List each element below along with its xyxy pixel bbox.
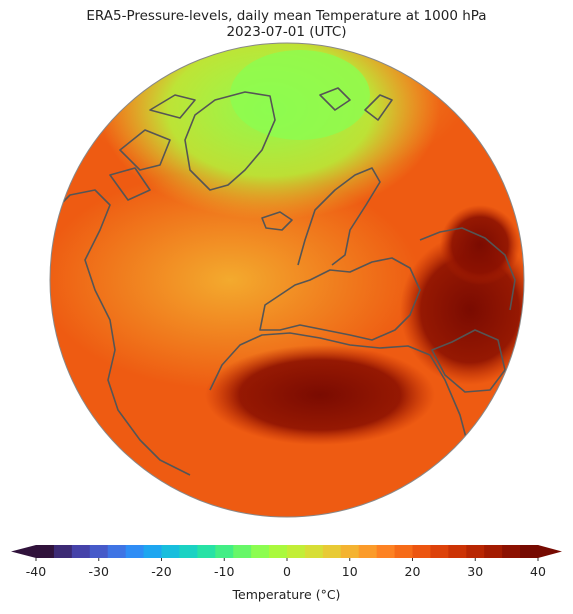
colorbar-segment [358, 545, 378, 558]
scandinavia-coast [297, 167, 381, 266]
colorbar-segment [376, 545, 396, 558]
colorbar-segment [466, 545, 485, 558]
colorbar-segment [394, 545, 413, 558]
title-line-2: 2023-07-01 (UTC) [226, 24, 347, 40]
colorbar-tick-label: -20 [151, 564, 172, 579]
novaya-zemlya-coast [364, 94, 393, 121]
arabia-coast [431, 329, 506, 393]
arctic-core-field [230, 50, 370, 140]
colorbar-segment [269, 545, 288, 558]
colorbar-segment [215, 545, 234, 558]
colorbar-segment [340, 545, 360, 558]
colorbar-segment [233, 545, 252, 558]
colorbar-segment [197, 545, 216, 558]
greenland-coast [184, 91, 276, 191]
colorbar-segment [125, 545, 145, 558]
colorbar-segment [287, 545, 306, 558]
colorbar [11, 545, 562, 561]
colorbar-tick-label: -10 [214, 564, 235, 579]
colorbar-tick-label: 10 [341, 564, 358, 579]
colorbar-tick-label: 30 [467, 564, 484, 579]
colorbar-tick-label: -40 [25, 564, 47, 579]
colorbar-label: Temperature (°C) [232, 587, 341, 602]
colorbar-segment [412, 545, 431, 558]
colorbar-segment [448, 545, 467, 558]
colorbar-segment [71, 545, 91, 558]
colorbar-segment [107, 545, 127, 558]
colorbar-segment [143, 545, 162, 558]
atlantic-field [50, 170, 420, 390]
title-line-1: ERA5-Pressure-levels, daily mean Tempera… [86, 8, 487, 24]
asia-coast [419, 227, 516, 311]
canadian-archipelago-coast [109, 94, 196, 201]
north-america-coast [54, 189, 191, 476]
central-asia-hot-field [440, 205, 520, 285]
colorbar-segment [179, 545, 198, 558]
colorbar-segment [502, 545, 521, 558]
iceland-coast [261, 211, 293, 231]
colorbar-segment [322, 545, 342, 558]
colorbar-tick-label: 40 [530, 564, 546, 579]
sahara-hot-field [205, 345, 435, 445]
colorbar-segment [89, 545, 109, 558]
colorbar-segment [36, 545, 55, 558]
europe-coast [259, 257, 421, 341]
globe-outline [49, 42, 525, 518]
colorbar-segment [161, 545, 180, 558]
colorbar-tick-label: 0 [283, 564, 291, 579]
colorbar-segment [53, 545, 73, 558]
colorbar-tick-label: -30 [88, 564, 109, 579]
svalbard-coast [319, 87, 351, 111]
coastlines [54, 87, 516, 511]
colorbar-segment [430, 545, 449, 558]
colorbar-segment [251, 545, 270, 558]
colorbar-extend-min [11, 545, 36, 558]
colorbar-extend-max [538, 545, 562, 558]
colorbar-segment [304, 545, 324, 558]
colorbar-segment [484, 545, 503, 558]
globe [50, 43, 524, 517]
colorbar-tick-label: 20 [404, 564, 421, 579]
colorbar-segment [520, 545, 539, 558]
